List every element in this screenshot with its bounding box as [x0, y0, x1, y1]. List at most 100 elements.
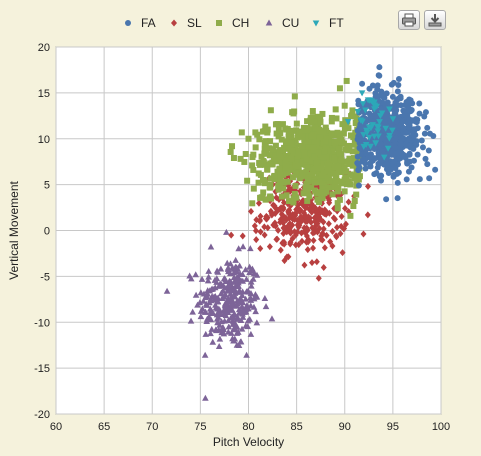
data-point-fa: [403, 176, 410, 183]
data-point-cu: [247, 296, 255, 303]
data-point-ch: [336, 150, 343, 157]
data-point-fa: [422, 155, 429, 162]
data-point-ch: [269, 161, 276, 168]
data-point-sl: [310, 237, 317, 245]
data-point-ch: [230, 155, 237, 162]
data-point-ch: [299, 143, 306, 150]
data-point-cu: [242, 266, 249, 273]
data-point-ch: [349, 112, 356, 119]
data-point-sl: [228, 231, 235, 239]
print-button[interactable]: [398, 10, 420, 30]
data-point-ft: [380, 154, 388, 161]
data-point-ch: [308, 184, 315, 191]
data-point-ch: [288, 139, 295, 146]
data-point-ch: [311, 138, 318, 145]
data-point-sl: [276, 205, 283, 213]
legend-label: FT: [329, 16, 344, 30]
data-point-sl: [264, 224, 271, 232]
data-point-ch: [333, 115, 340, 122]
data-point-ch: [284, 169, 291, 176]
data-point-cu: [208, 309, 215, 316]
data-point-ch: [293, 120, 300, 127]
data-point-ch: [292, 170, 299, 177]
data-point-ch: [300, 124, 307, 131]
data-point-ft: [362, 142, 370, 149]
data-point-cu: [229, 320, 237, 327]
data-point-ch: [302, 138, 309, 145]
data-point-ch: [328, 131, 335, 138]
data-point-ch: [308, 171, 315, 178]
data-point-ch: [275, 125, 282, 132]
data-point-ch: [336, 132, 343, 139]
data-point-cu: [163, 287, 171, 294]
legend-item-fa[interactable]: FA: [125, 16, 156, 30]
data-point-cu: [247, 245, 254, 252]
data-point-ch: [269, 146, 276, 153]
data-point-cu: [229, 297, 237, 304]
data-point-ch: [262, 123, 269, 130]
legend-item-ch[interactable]: CH: [216, 16, 249, 30]
data-point-ch: [245, 135, 252, 142]
data-point-sl: [333, 232, 340, 240]
data-point-fa: [367, 104, 374, 111]
data-point-cu: [187, 275, 195, 282]
data-point-fa: [414, 151, 421, 158]
data-point-ch: [311, 154, 318, 161]
data-point-fa: [397, 141, 404, 148]
data-point-ch: [315, 169, 322, 176]
data-point-cu: [214, 268, 222, 275]
data-point-ch: [341, 102, 348, 109]
data-point-cu: [197, 313, 205, 320]
data-point-sl: [323, 231, 330, 239]
data-point-fa: [400, 135, 407, 142]
data-point-sl: [251, 222, 258, 230]
data-point-ch: [304, 164, 311, 171]
data-point-sl: [327, 238, 334, 246]
data-point-cu: [224, 295, 232, 302]
data-point-sl: [253, 216, 260, 224]
data-point-ch: [278, 136, 285, 143]
data-point-fa: [400, 107, 407, 114]
data-point-ft: [359, 101, 367, 108]
data-point-cu: [221, 284, 229, 291]
legend-item-cu[interactable]: CU: [265, 16, 300, 30]
x-tick-label: 75: [194, 421, 206, 433]
legend-label: CU: [282, 16, 299, 30]
data-point-ch: [285, 198, 292, 205]
x-tick-label: 100: [432, 421, 450, 433]
data-point-ch: [307, 150, 314, 157]
data-point-ch: [313, 189, 320, 196]
legend-label: CH: [232, 16, 249, 30]
data-point-ch: [311, 179, 318, 186]
data-point-sl: [310, 244, 317, 252]
data-point-ch: [291, 108, 298, 115]
legend[interactable]: FA SL CH CU FT: [125, 16, 344, 30]
data-point-sl: [314, 220, 321, 228]
download-button[interactable]: [424, 10, 446, 30]
grid-lines: [55, 46, 442, 415]
data-point-ch: [342, 146, 349, 153]
data-point-ch: [284, 178, 291, 185]
data-point-cu: [207, 330, 214, 337]
legend-item-sl[interactable]: SL: [171, 16, 202, 30]
data-point-ch: [351, 197, 358, 204]
data-point-cu: [202, 330, 210, 337]
data-point-ch: [333, 172, 340, 179]
data-point-ch: [300, 190, 307, 197]
data-point-fa: [400, 125, 407, 132]
data-point-ch: [285, 128, 292, 135]
data-point-ch: [355, 150, 362, 157]
data-point-fa: [362, 165, 369, 172]
data-point-fa: [403, 98, 410, 105]
data-point-ch: [324, 135, 331, 142]
legend-item-ft[interactable]: FT: [312, 16, 345, 30]
data-point-fa: [376, 173, 383, 180]
data-point-sl: [283, 228, 290, 236]
x-axis-label: Pitch Velocity: [213, 435, 284, 449]
data-point-cu: [230, 337, 237, 344]
x-tick-label: 85: [291, 421, 303, 433]
data-point-cu: [232, 256, 239, 263]
data-point-cu: [207, 297, 215, 304]
data-point-cu: [247, 290, 255, 297]
